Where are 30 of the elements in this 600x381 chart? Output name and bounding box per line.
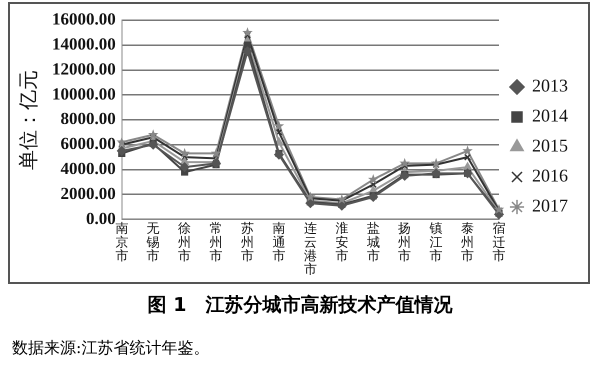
legend-label: 2014 bbox=[532, 106, 568, 126]
x-tick-label: 常州市 bbox=[210, 222, 223, 264]
x-tick-label: 徐州市 bbox=[178, 222, 192, 264]
x-tick-label: 苏州市 bbox=[241, 222, 254, 264]
x-tick-label: 南通市 bbox=[272, 222, 286, 264]
y-tick-label: 8000.00 bbox=[60, 109, 116, 128]
x-tick-label: 淮安市 bbox=[335, 222, 348, 264]
y-tick-label: 10000.00 bbox=[52, 84, 116, 104]
x-tick-label: 南京市 bbox=[115, 222, 128, 264]
y-tick-label: 2000.00 bbox=[60, 184, 116, 203]
x-tick-label: 泰州市 bbox=[461, 222, 474, 264]
y-tick-label: 14000.00 bbox=[52, 34, 116, 54]
y-tick-label: 4000.00 bbox=[60, 158, 116, 178]
y-tick-label: 6000.00 bbox=[60, 134, 116, 154]
legend-label: 2017 bbox=[532, 196, 568, 216]
y-tick-label: 12000.00 bbox=[52, 59, 116, 78]
y-tick-label: 0.00 bbox=[86, 208, 116, 228]
source-note: 数据来源:江苏省统计年鉴。 bbox=[12, 338, 210, 359]
x-tick-label: 无锡市 bbox=[146, 222, 160, 264]
x-tick-label: 镇江市 bbox=[428, 222, 443, 264]
legend-label: 2016 bbox=[532, 166, 568, 186]
x-tick-label: 宿迁市 bbox=[492, 220, 506, 264]
y-tick-label: 16000.00 bbox=[52, 10, 116, 29]
x-tick-label: 盐城市 bbox=[366, 222, 380, 264]
x-tick-label: 连云港市 bbox=[304, 222, 317, 278]
legend-label: 2013 bbox=[532, 76, 568, 96]
legend-label: 2015 bbox=[532, 136, 568, 156]
y-axis-title: 单位：亿元 bbox=[16, 70, 40, 170]
x-tick-label: 扬州市 bbox=[398, 222, 412, 264]
text: 图 1 江苏分城市高新技术产值情况 bbox=[146, 293, 454, 318]
